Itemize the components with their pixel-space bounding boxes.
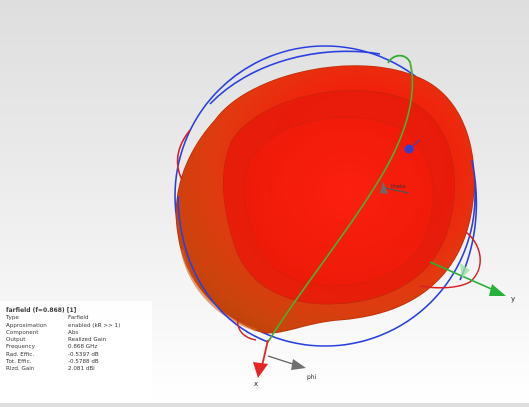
info-value-approximation: enabled (kR >> 1)	[68, 322, 121, 329]
info-value-output: Realized Gain	[68, 337, 107, 344]
info-key-rlzd-gain: Rlzd. Gain	[6, 366, 35, 373]
info-value-frequency: 0.868 GHz	[68, 344, 98, 351]
info-row: Component Abs	[6, 330, 152, 337]
cut-arc-red-left	[176, 129, 191, 181]
phi-axis-label: phi	[307, 374, 317, 381]
info-key-component: Component	[6, 329, 39, 336]
info-key-approximation: Approximation	[6, 322, 47, 329]
x-axis-line	[261, 339, 269, 367]
info-key-rad-effic: Rad. Effic.	[6, 351, 35, 358]
info-value-component: Abs	[68, 329, 79, 336]
farfield-info-panel: farfield (f=0.868) [1] Type Farfield App…	[0, 301, 152, 403]
info-row: Tot. Effic. -0.5788 dB	[6, 359, 152, 366]
cut-arc-green-outline	[267, 61, 413, 343]
info-key-type: Type	[6, 315, 19, 322]
pattern-contour-inner	[243, 117, 434, 287]
info-key-output: Output	[6, 337, 26, 344]
cut-arc-red-bottom	[237, 317, 257, 341]
z-axis-tick	[408, 139, 421, 150]
theta-direction-line	[384, 187, 410, 194]
cut-circle-blue-front-right	[459, 159, 478, 281]
info-row: Output Realized Gain	[6, 337, 152, 344]
info-value-rad-effic: -0.5397 dB	[68, 351, 99, 358]
y-axis-cone-light	[460, 263, 470, 278]
pattern-rim-highlight	[180, 249, 257, 332]
phi-direction-line	[267, 355, 297, 366]
theta-direction-arrow	[380, 181, 388, 194]
cut-circle-blue-front-top	[209, 50, 381, 105]
info-title: farfield (f=0.868) [1]	[6, 307, 77, 314]
y-axis-arrowhead	[489, 284, 506, 296]
info-value-rlzd-gain: 2.081 dBi	[68, 366, 95, 373]
info-row: Type Farfield	[6, 315, 152, 322]
cut-circle-blue-front-left	[177, 195, 269, 343]
phi-direction-arrowhead	[291, 359, 306, 370]
info-row: Frequency 0.868 GHz	[6, 344, 152, 351]
cut-circle-blue-back	[174, 45, 476, 347]
info-row: Rad. Effic. -0.5397 dB	[6, 352, 152, 359]
x-axis-arrowhead	[253, 362, 268, 378]
y-axis-label: y	[511, 295, 516, 303]
info-key-frequency: Frequency	[6, 344, 35, 351]
cut-arc-red-right	[419, 231, 481, 289]
info-row: Approximation enabled (kR >> 1)	[6, 323, 152, 330]
x-axis-label: x	[254, 380, 259, 388]
info-value-type: Farfield	[68, 315, 89, 322]
info-key-tot-effic: Tot. Effic.	[6, 359, 32, 366]
z-axis-label: theta	[391, 184, 406, 190]
info-row: Rlzd. Gain 2.081 dBi	[6, 366, 152, 373]
info-value-tot-effic: -0.5788 dB	[68, 359, 99, 366]
